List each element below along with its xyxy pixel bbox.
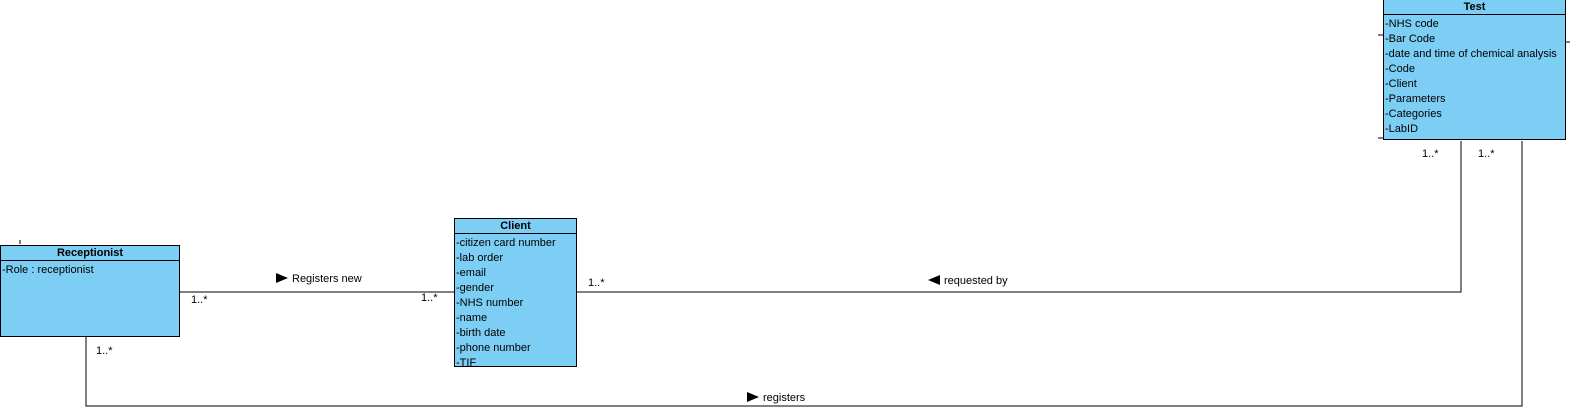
- registers-test-multiplicity: 1..*: [1478, 148, 1495, 160]
- attribute: -citizen card number: [456, 237, 556, 249]
- requested-by-line: [577, 141, 1462, 293]
- class-client-name: Client: [455, 219, 576, 234]
- attribute: -NHS code: [1385, 18, 1439, 30]
- class-client-attributes: -citizen card number -lab order -email -…: [455, 234, 576, 367]
- attribute: -LabID: [1385, 123, 1419, 135]
- requested-by-test-multiplicity: 1..*: [1422, 148, 1439, 160]
- direction-arrow-left-icon: [928, 275, 940, 285]
- registers-new-label: Registers new: [276, 273, 362, 286]
- attribute: -Client: [1385, 78, 1417, 90]
- attribute: -Code: [1385, 63, 1415, 75]
- direction-arrow-right-icon: [276, 273, 288, 283]
- attribute: -Parameters: [1385, 93, 1446, 105]
- requested-by-text: requested by: [944, 275, 1008, 287]
- attribute: -NHS number: [456, 297, 524, 309]
- attribute: -lab order: [456, 252, 504, 264]
- registers-new-target-multiplicity: 1..*: [421, 292, 438, 304]
- direction-arrow-right-icon: [747, 392, 759, 402]
- attribute: -birth date: [456, 327, 506, 339]
- class-receptionist-attributes: -Role : receptionist: [1, 261, 179, 278]
- registers-line: [85, 141, 1523, 407]
- class-test-name: Test: [1384, 0, 1565, 15]
- attribute: -Role : receptionist: [2, 264, 94, 276]
- attribute: -Categories: [1385, 108, 1442, 120]
- attribute: -name: [456, 312, 488, 324]
- registers-new-source-multiplicity: 1..*: [191, 294, 208, 306]
- class-client[interactable]: Client -citizen card number -lab order -…: [454, 218, 577, 367]
- requested-by-label: requested by: [928, 275, 1008, 288]
- attribute: -gender: [456, 282, 494, 294]
- attribute: -Bar Code: [1385, 33, 1436, 45]
- requested-by-client-multiplicity: 1..*: [588, 277, 605, 289]
- class-test-attributes: -NHS code -Bar Code -date and time of ch…: [1384, 15, 1565, 137]
- attribute: -date and time of chemical analysis: [1385, 48, 1557, 60]
- registers-new-text: Registers new: [292, 273, 362, 285]
- registers-receptionist-multiplicity: 1..*: [96, 345, 113, 357]
- attribute: -TIF: [456, 357, 477, 367]
- attribute: -phone number: [456, 342, 531, 354]
- registers-label: registers: [747, 392, 805, 405]
- registers-text: registers: [763, 392, 806, 404]
- class-receptionist[interactable]: Receptionist -Role : receptionist: [0, 245, 180, 337]
- attribute: -email: [456, 267, 486, 279]
- class-test[interactable]: Test -NHS code -Bar Code -date and time …: [1383, 0, 1566, 140]
- class-receptionist-name: Receptionist: [1, 246, 179, 261]
